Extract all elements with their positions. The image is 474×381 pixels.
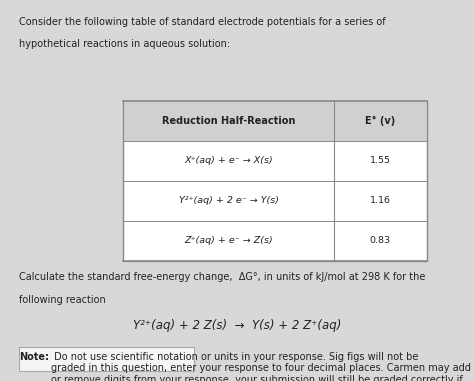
Text: 1.55: 1.55 (370, 157, 391, 165)
Text: Note:: Note: (19, 352, 49, 362)
Text: 1.16: 1.16 (370, 197, 391, 205)
Text: 0.83: 0.83 (370, 237, 391, 245)
FancyBboxPatch shape (19, 347, 194, 371)
Text: Calculate the standard free-energy change,  ΔG°, in units of kJ/mol at 298 K for: Calculate the standard free-energy chang… (19, 272, 425, 282)
Text: Do not use scientific notation or units in your response. Sig figs will not be
g: Do not use scientific notation or units … (51, 352, 471, 381)
Text: E° (v): E° (v) (365, 116, 395, 126)
Text: Reduction Half-Reaction: Reduction Half-Reaction (162, 116, 295, 126)
Text: Z⁺(aq) + e⁻ → Z(s): Z⁺(aq) + e⁻ → Z(s) (184, 237, 273, 245)
Text: Y²⁺(aq) + 2 e⁻ → Y(s): Y²⁺(aq) + 2 e⁻ → Y(s) (179, 197, 279, 205)
Text: X⁺(aq) + e⁻ → X(s): X⁺(aq) + e⁻ → X(s) (184, 157, 273, 165)
Text: Consider the following table of standard electrode potentials for a series of: Consider the following table of standard… (19, 17, 385, 27)
Text: hypothetical reactions in aqueous solution:: hypothetical reactions in aqueous soluti… (19, 39, 230, 49)
Text: following reaction: following reaction (19, 295, 106, 304)
FancyBboxPatch shape (123, 101, 427, 141)
FancyBboxPatch shape (123, 101, 427, 261)
Text: Y²⁺(aq) + 2 Z(s)  →  Y(s) + 2 Z⁺(aq): Y²⁺(aq) + 2 Z(s) → Y(s) + 2 Z⁺(aq) (133, 319, 341, 332)
